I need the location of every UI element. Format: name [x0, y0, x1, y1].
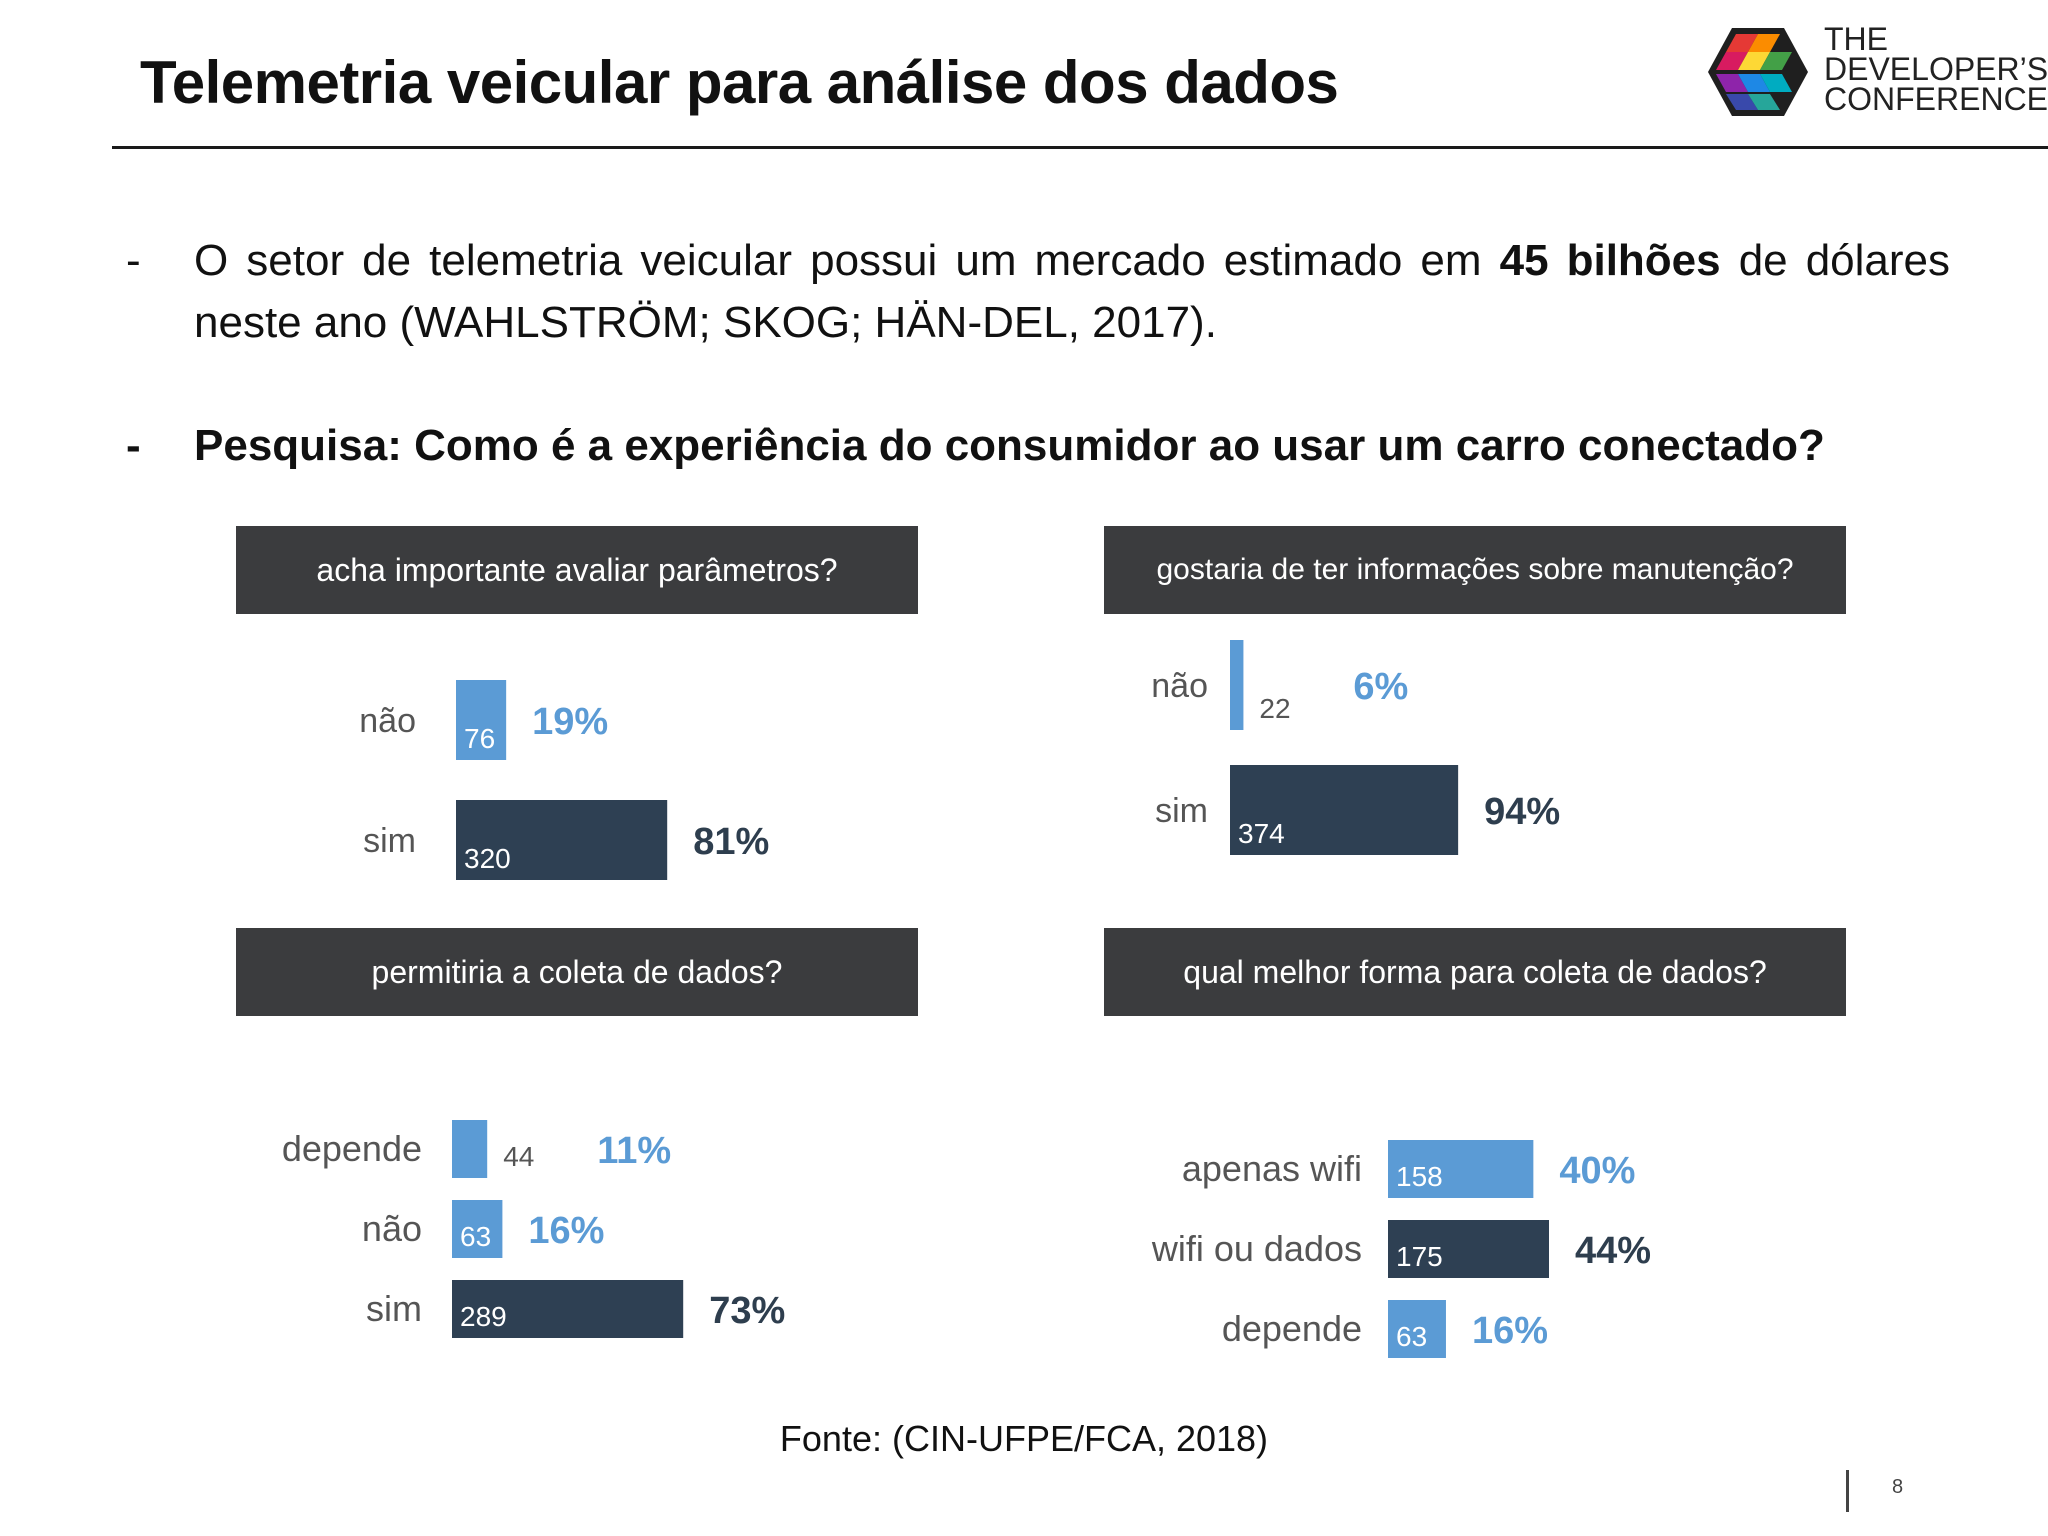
chart-4-title: qual melhor forma para coleta de dados? [1104, 928, 1846, 1016]
category-label: depende [282, 1128, 422, 1169]
logo-line-3: CONFERENCE [1824, 81, 2048, 117]
chart-acha-importante: não 76 19% sim 320 81% [359, 680, 769, 880]
bullet-marker-2: - [126, 421, 141, 470]
bar [1230, 765, 1459, 855]
category-label: wifi ou dados [1151, 1228, 1362, 1269]
conference-logo: THE DEVELOPER’S CONFERENCE [1706, 21, 2048, 122]
value-label: 374 [1238, 818, 1285, 849]
value-label: 289 [460, 1301, 507, 1332]
percent-label: 44% [1575, 1230, 1651, 1272]
bullet-text-1: O setor de telemetria veicular possui um… [194, 230, 1950, 354]
bullet-1-post: de dólares neste ano (WAHLSTRÖM; SKOG; H… [194, 236, 1951, 347]
value-label: 44 [503, 1141, 534, 1172]
percent-label: 16% [1472, 1310, 1548, 1352]
category-label: não [1151, 667, 1208, 705]
percent-label: 19% [532, 701, 608, 743]
bar [456, 800, 668, 880]
tdc-cube-logo-icon [1708, 28, 1808, 116]
page-number: 8 [1892, 1476, 1904, 1498]
value-label: 175 [1396, 1241, 1443, 1272]
bullet-marker-1: - [126, 236, 141, 285]
value-label: 76 [464, 723, 495, 754]
bar [456, 680, 507, 760]
title-divider [112, 146, 2048, 149]
chart-2-title: gostaria de ter informações sobre manute… [1104, 526, 1846, 614]
category-label: não [362, 1208, 422, 1249]
chart-permitiria-coleta: depende 44 11% não 63 16% sim 289 73% [282, 1120, 785, 1338]
bar [452, 1280, 684, 1338]
bar [1230, 640, 1244, 730]
chart-manutencao: não 22 6% sim 374 94% [1151, 640, 1560, 855]
value-label: 158 [1396, 1161, 1443, 1192]
value-label: 63 [460, 1221, 491, 1252]
percent-label: 73% [709, 1290, 785, 1332]
chart-1-title: acha importante avaliar parâmetros? [236, 526, 918, 614]
percent-label: 40% [1559, 1150, 1635, 1192]
chart-3-title: permitiria a coleta de dados? [236, 928, 918, 1016]
slide-title: Telemetria veicular para análise dos dad… [140, 49, 1339, 116]
value-label: 320 [464, 843, 511, 874]
category-label: sim [1155, 792, 1208, 830]
category-label: depende [1222, 1308, 1362, 1349]
percent-label: 94% [1484, 791, 1560, 833]
page-divider [1846, 1470, 1849, 1512]
value-label: 63 [1396, 1321, 1427, 1352]
chart-melhor-forma: apenas wifi 158 40% wifi ou dados 175 44% depe… [1151, 1140, 1651, 1358]
bullet-text-2: Pesquisa: Como é a experiência do consum… [194, 421, 1825, 470]
category-label: sim [363, 822, 416, 860]
logo-line-1: THE [1824, 21, 1888, 57]
category-label: sim [366, 1288, 422, 1329]
percent-label: 6% [1353, 666, 1408, 708]
bullet-1-pre: O setor de telemetria veicular possui um… [194, 236, 1500, 285]
bar [452, 1200, 503, 1258]
percent-label: 11% [597, 1130, 671, 1172]
bar [1388, 1300, 1446, 1358]
bar [1388, 1140, 1534, 1198]
percent-label: 81% [693, 821, 769, 863]
category-label: apenas wifi [1182, 1148, 1362, 1189]
value-label: 22 [1259, 693, 1290, 724]
logo-line-2: DEVELOPER’S [1824, 51, 2048, 87]
category-label: não [359, 702, 416, 740]
source-citation: Fonte: (CIN-UFPE/FCA, 2018) [779, 1418, 1269, 1459]
percent-label: 16% [528, 1210, 604, 1252]
bar [452, 1120, 488, 1178]
bar [1388, 1220, 1549, 1278]
bullet-1-bold: 45 bilhões [1499, 236, 1721, 285]
